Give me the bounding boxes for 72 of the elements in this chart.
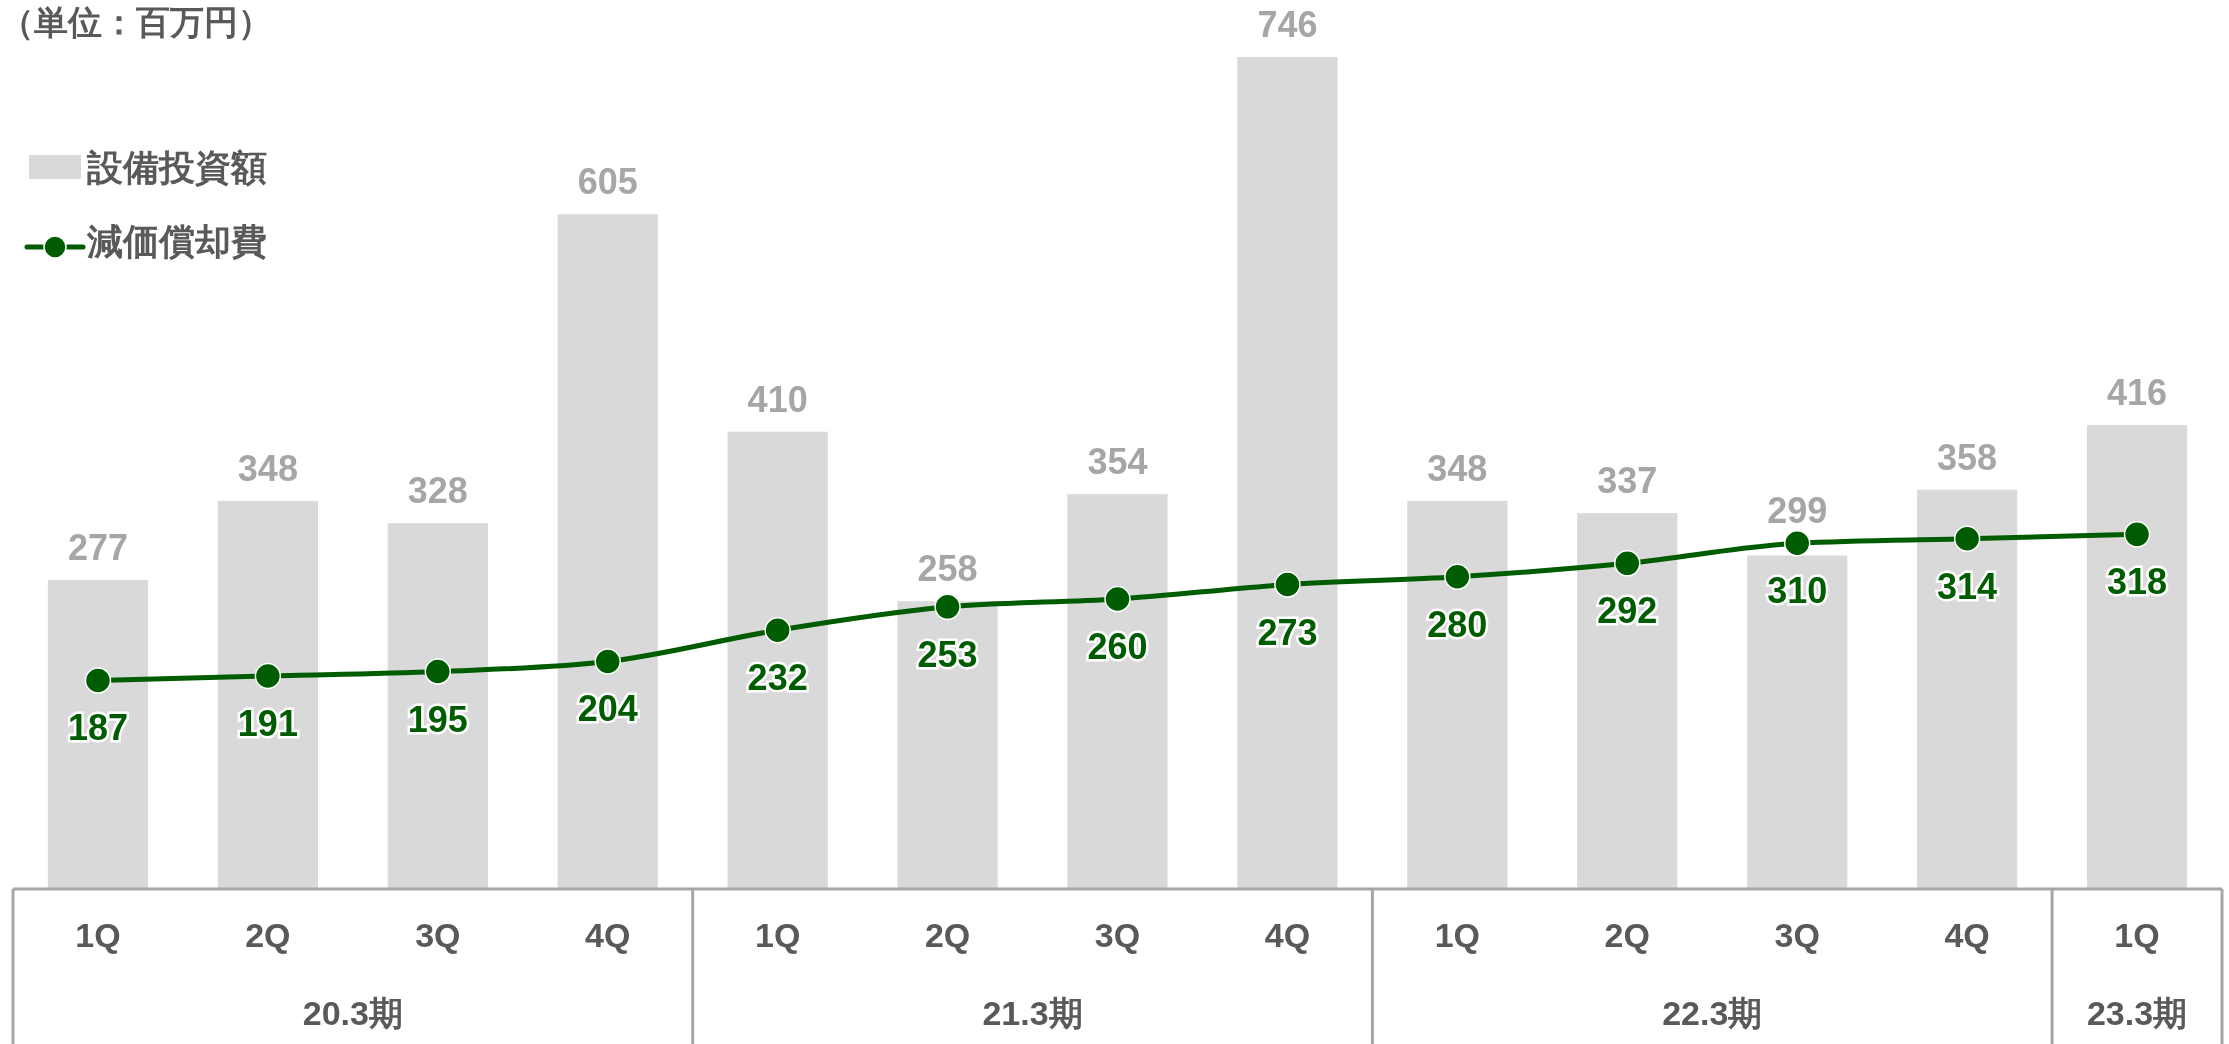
bar [1237, 57, 1338, 889]
data-label: 273 [1257, 611, 1318, 653]
x-tick-label: 1Q [754, 916, 801, 954]
data-label: 318 [2107, 561, 2168, 603]
text: 23.3期 [2086, 994, 2188, 1032]
bar [727, 431, 828, 889]
data-label: 354 [1087, 441, 1148, 483]
x-tick-label: 3Q [415, 916, 461, 954]
x-tick-label: 1Q [75, 916, 121, 954]
bar [1067, 494, 1168, 889]
point [84, 667, 112, 694]
data-label: 328 [407, 470, 468, 512]
data-label: 358 [1937, 436, 1998, 478]
x-tick-label: 1Q [1434, 916, 1481, 954]
bar [1747, 555, 1848, 889]
x-tick-label: 4Q [1944, 916, 1990, 954]
x-tick-label: 3Q [1094, 916, 1141, 954]
bar [1577, 513, 1678, 889]
data-label: 260 [1087, 626, 1148, 668]
point [1614, 550, 1641, 577]
data-label: 410 [747, 378, 808, 420]
bar [387, 523, 488, 889]
data-label: 299 [1767, 489, 1828, 531]
point [1444, 563, 1471, 590]
data-label: 204 [577, 688, 638, 730]
data-label: 605 [577, 161, 638, 203]
data-label: 253 [917, 633, 978, 675]
data-label: 280 [1427, 603, 1488, 645]
bar [1407, 500, 1508, 889]
point [2123, 521, 2151, 548]
x-tick-label: 2Q [1604, 916, 1650, 954]
point [1953, 525, 1981, 553]
data-label: 232 [747, 657, 808, 699]
x-tick-label: 3Q [1774, 916, 1820, 954]
data-label: 337 [1597, 460, 1658, 502]
point [934, 593, 961, 621]
x-tick-label: 4Q [1264, 916, 1311, 954]
bar [557, 214, 658, 889]
point [594, 648, 621, 675]
x-tick-label: 2Q [245, 916, 291, 954]
text: 22.3期 [1662, 994, 1763, 1032]
legend-label: 設備投資額 [86, 146, 267, 188]
x-tick-label: 2Q [924, 916, 971, 954]
bar [47, 580, 149, 889]
data-label: 187 [67, 707, 128, 749]
data-label: 277 [67, 527, 128, 569]
data-label: 191 [237, 702, 298, 744]
data-label: 310 [1767, 570, 1828, 612]
point [1783, 530, 1811, 557]
data-label: 258 [917, 548, 978, 590]
bar [897, 601, 998, 889]
x-tick-label: 1Q [2114, 916, 2160, 954]
point [1104, 585, 1131, 613]
point [1274, 571, 1301, 598]
data-label: 314 [1937, 565, 1998, 607]
x-tick-label: 4Q [585, 916, 631, 954]
bar [2086, 425, 2188, 889]
point [254, 662, 282, 690]
text: 20.3期 [302, 994, 403, 1032]
point [764, 617, 791, 644]
data-label: 746 [1257, 4, 1318, 45]
data-label: 348 [237, 447, 298, 489]
legend-label: 減価償却費 [86, 220, 267, 262]
data-label: 416 [2107, 372, 2168, 414]
data-label: 348 [1427, 447, 1488, 489]
data-label: 292 [1597, 590, 1658, 632]
bar [1916, 489, 2018, 889]
point [424, 658, 452, 685]
text: 21.3期 [982, 994, 1083, 1032]
data-label: 195 [407, 698, 468, 740]
bar [217, 500, 319, 889]
chart-subtitle: （単位：百万円） [0, 3, 272, 41]
